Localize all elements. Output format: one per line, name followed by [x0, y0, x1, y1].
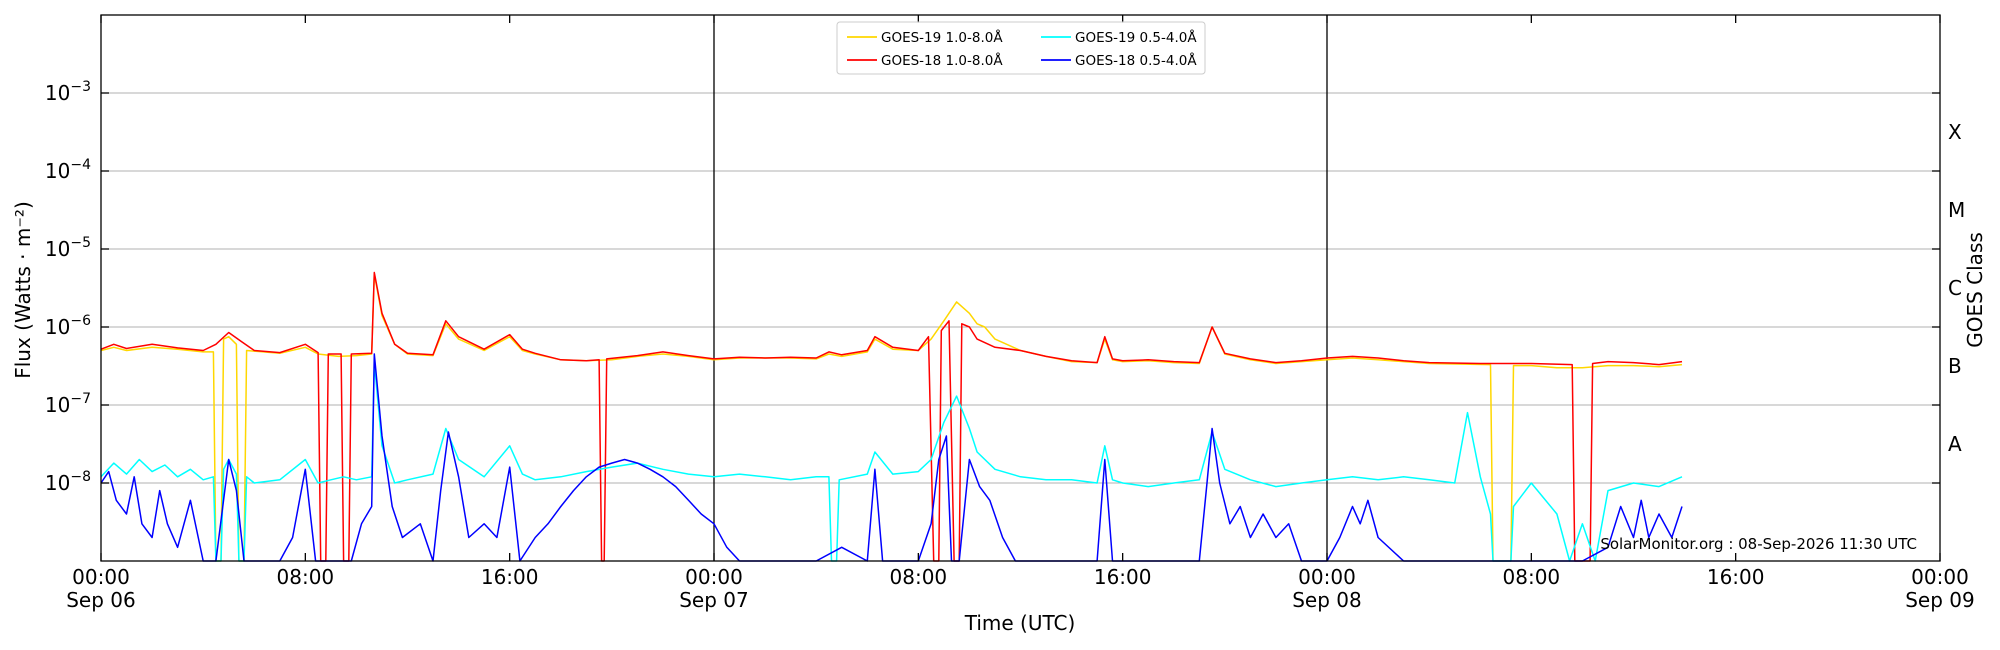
goes-class-m: M [1948, 198, 1965, 222]
x-tick-label-time: 00:00 [1298, 565, 1356, 589]
y-axis-label: Flux (Watts · m⁻²) [11, 201, 35, 379]
goes-class-labels: A B C M X [1948, 120, 1965, 456]
x-tick-label-time: 08:00 [1503, 565, 1561, 589]
y-tick-label: 10−3 [45, 79, 91, 105]
x-tick-label-time: 00:00 [1911, 565, 1969, 589]
x-tick-label-time: 16:00 [1094, 565, 1152, 589]
series-line-goes-19-1-0-8-0- [100, 273, 1683, 562]
y-tick-label: 10−8 [45, 469, 91, 495]
series-lines [100, 271, 1683, 562]
series-line-goes-18-1-0-8-0- [100, 271, 1683, 562]
goes-class-a: A [1948, 432, 1962, 456]
x-tick-label-date: Sep 07 [679, 588, 749, 612]
x-tick-label-time: 16:00 [481, 565, 539, 589]
x-tick-label-time: 08:00 [890, 565, 948, 589]
y-tick-label: 10−5 [45, 235, 91, 261]
y-tick-label: 10−6 [45, 313, 91, 339]
x-tick-label-time: 00:00 [685, 565, 743, 589]
y-tick-label: 10−7 [45, 391, 91, 417]
x-tick-label-date: Sep 09 [1905, 588, 1975, 612]
x-tick-label-time: 00:00 [72, 565, 130, 589]
goes-class-c: C [1948, 276, 1962, 300]
legend-label: GOES-18 0.5-4.0Å [1075, 52, 1197, 69]
legend-label: GOES-19 0.5-4.0Å [1075, 29, 1197, 46]
legend: GOES-19 1.0-8.0Å GOES-18 1.0-8.0Å GOES-19 … [836, 21, 1206, 75]
x-tick-label-date: Sep 06 [66, 588, 136, 612]
goes-class-b: B [1948, 354, 1962, 378]
x-tick-label-time: 08:00 [277, 565, 335, 589]
plot-frame [100, 14, 1941, 562]
series-line-goes-18-0-5-4-0- [100, 353, 1683, 562]
x-tick-label-date: Sep 08 [1292, 588, 1362, 612]
source-annotation: SolarMonitor.org : 08-Sep-2026 11:30 UTC [1600, 535, 1917, 553]
legend-label: GOES-19 1.0-8.0Å [881, 29, 1003, 46]
day-separator-lines [713, 15, 1328, 561]
goes-class-axis-label: GOES Class [1963, 232, 1987, 348]
x-tick-label-time: 16:00 [1707, 565, 1765, 589]
x-axis-label: Time (UTC) [964, 611, 1076, 635]
y-tick-label: 10−4 [45, 157, 91, 183]
legend-box [836, 21, 1206, 75]
series-line-goes-19-0-5-4-0- [100, 361, 1683, 562]
legend-label: GOES-18 1.0-8.0Å [881, 52, 1003, 69]
goes-class-x: X [1948, 120, 1962, 144]
